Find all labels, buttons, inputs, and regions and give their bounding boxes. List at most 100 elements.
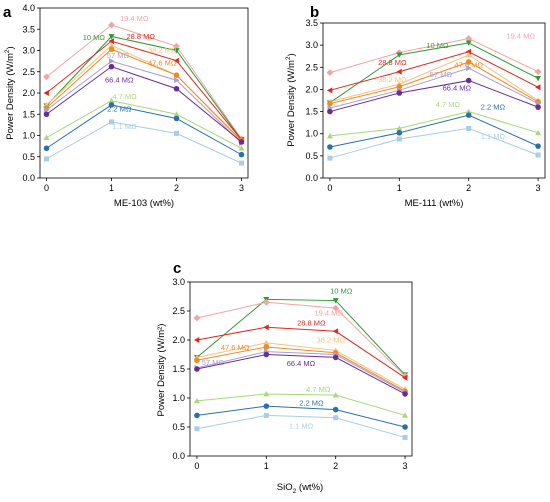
panel-b-y-tick-label: 3.5 bbox=[305, 18, 318, 28]
panel-a-series: 19.4 MΩ 10 MΩ 28.8 MΩ 38.2 MΩ 47.6 MΩ 57 MΩ 66… bbox=[43, 14, 245, 166]
panel-a-series-57mohm-point bbox=[109, 58, 115, 65]
panel-b-series-47_6mohm-label: 47.6 MΩ bbox=[454, 60, 483, 69]
panel-a-x-tick-label: 1 bbox=[109, 183, 114, 193]
panel-a-series-4_7mohm-point bbox=[173, 111, 180, 117]
panel-a-series-28_8mohm: 28.8 MΩ bbox=[43, 32, 244, 143]
panel-b-series-1_1mohm-label: 1.1 MΩ bbox=[481, 132, 506, 141]
panel-b-series-4_7mohm: 4.7 MΩ bbox=[326, 100, 542, 139]
panel-c-series-28_8mohm-point bbox=[332, 328, 339, 335]
panel-a-series-19_4mohm-label: 19.4 MΩ bbox=[120, 14, 149, 23]
panel-a-series-47_6mohm-label: 47.6 MΩ bbox=[148, 58, 177, 67]
panel-a-series-66_4mohm-point bbox=[173, 85, 180, 92]
panel-b-series-28_8mohm-point bbox=[535, 84, 541, 91]
panel-b-series-47_6mohm-point bbox=[465, 59, 472, 65]
panel-b-series-66_4mohm-label: 66.4 MΩ bbox=[443, 83, 472, 92]
panel-a-series-57mohm-label: 57 MΩ bbox=[107, 51, 130, 60]
panel-b-y-axis-title: Power Density (W/m2) bbox=[285, 53, 297, 146]
panel-a-series-47_6mohm: 47.6 MΩ bbox=[43, 46, 245, 144]
panel-b-series-10mohm-point bbox=[535, 75, 542, 82]
panel-c-series-47_6mohm-label: 47.6 MΩ bbox=[221, 343, 250, 352]
panel-a-series-10mohm-label: 10 MΩ bbox=[83, 33, 106, 42]
panel-c-series-19_4mohm-line bbox=[196, 301, 406, 377]
panel-b-series-47_6mohm-point bbox=[327, 100, 333, 107]
panel-a-y-tick-label: 3.0 bbox=[22, 46, 35, 56]
panel-c-series-57mohm-label: 57 MΩ bbox=[202, 358, 225, 367]
panel-a-series-57mohm-point bbox=[44, 107, 50, 113]
panel-a-series-66_4mohm-line bbox=[46, 66, 242, 143]
panel-c-y-tick-label: 3.0 bbox=[172, 277, 185, 287]
panel-c-series-2_2mohm-point bbox=[332, 406, 339, 413]
panel-c-series-4_7mohm-point bbox=[332, 392, 339, 398]
panel-a-series-10mohm: 10 MΩ bbox=[43, 33, 245, 143]
panel-b-series-1_1mohm-point bbox=[396, 136, 402, 142]
panel-c-series-4_7mohm-point bbox=[263, 390, 270, 397]
panel-a-series-2_2mohm-point bbox=[43, 145, 50, 152]
panel-a-y-tick-label: 2.0 bbox=[22, 88, 35, 98]
panel-b-x-tick-label: 1 bbox=[397, 183, 402, 193]
panel-c-series-1_1mohm-point bbox=[263, 412, 269, 418]
panel-b-series-57mohm-point bbox=[466, 65, 472, 72]
panel-b-series-47_6mohm-line bbox=[329, 61, 539, 105]
panel-c-series-4_7mohm-point bbox=[402, 412, 409, 418]
panel-b-series-4_7mohm-point bbox=[326, 132, 333, 139]
panel-b-series-19_4mohm-point bbox=[326, 69, 334, 76]
panel-b-series-2_2mohm-label: 2.2 MΩ bbox=[481, 102, 506, 111]
panel-b-series-10mohm-point bbox=[465, 40, 472, 46]
panel-c-x-axis-title: SiO2 (wt%) bbox=[277, 482, 323, 495]
panel-c-series-1_1mohm-point bbox=[402, 434, 408, 440]
panel-c-series-57mohm-line bbox=[196, 351, 406, 393]
panel-a-series-2_2mohm-line bbox=[46, 104, 242, 156]
panel-b-series-1_1mohm: 1.1 MΩ bbox=[327, 125, 541, 161]
panel-a-series-1_1mohm: 1.1 MΩ bbox=[44, 119, 244, 166]
panel-a-series-38_2mohm-point bbox=[108, 42, 115, 48]
panel-b-series-66_4mohm-point bbox=[327, 108, 333, 115]
panel-b-series-66_4mohm-point bbox=[535, 104, 541, 110]
panel-c-series-19_4mohm-point bbox=[193, 314, 201, 322]
panel-a-series-19_4mohm-line bbox=[46, 24, 242, 140]
panel-a-series-2_2mohm: 2.2 MΩ bbox=[43, 102, 245, 158]
panel-b-x-axis: 0 1 2 3 bbox=[327, 178, 541, 193]
panel-a-x-tick-label: 2 bbox=[174, 183, 179, 193]
panel-c-series-28_8mohm-point bbox=[193, 337, 200, 343]
panel-a-y-tick-label: 0.0 bbox=[22, 173, 35, 183]
panel-c-y-tick-label: 2.0 bbox=[172, 335, 185, 345]
panel-b-x-tick-label: 0 bbox=[327, 183, 332, 193]
panel-a-series-57mohm-line bbox=[46, 60, 242, 144]
panel-c-series-4_7mohm-label: 4.7 MΩ bbox=[306, 385, 331, 394]
panel-c-series-2_2mohm-point bbox=[263, 403, 270, 409]
panel-b-y-tick-label: 2.0 bbox=[305, 84, 318, 94]
panel-a-y-axis: 0.0 0.5 1.0 1.5 2.0 2.5 3.0 3.5 4.0 bbox=[22, 3, 40, 183]
panel-a-x-axis: 0 1 2 3 bbox=[44, 178, 244, 193]
panel-a-series-4_7mohm-point bbox=[238, 145, 245, 151]
panel-c-series-47_6mohm: 47.6 MΩ bbox=[194, 343, 408, 394]
panel-c-series-66_4mohm-point bbox=[194, 366, 200, 372]
panel-b-y-tick-label: 3.0 bbox=[305, 40, 318, 50]
panel-b-series-4_7mohm-label: 4.7 MΩ bbox=[436, 100, 461, 109]
panel-c-series-28_8mohm-line bbox=[196, 326, 406, 379]
panel-a-series-47_6mohm-line bbox=[46, 48, 242, 141]
panel-c-series-2_2mohm-point bbox=[402, 424, 408, 430]
panel-a-series-57mohm-point bbox=[174, 77, 180, 84]
panel-c-x-tick-label: 2 bbox=[333, 461, 338, 471]
panel-b-y-tick-label: 2.5 bbox=[305, 62, 318, 72]
panel-c-series-66_4mohm-point bbox=[332, 354, 339, 361]
panel-a-series-1_1mohm-point bbox=[109, 119, 114, 125]
panel-b-y-tick-label: 0.0 bbox=[305, 173, 318, 183]
panel-c-series-4_7mohm-line bbox=[196, 393, 406, 416]
panel-b-x-tick-label: 3 bbox=[536, 183, 541, 193]
panel-b-series-28_8mohm-point bbox=[465, 48, 472, 55]
panel-b-series-2_2mohm-line bbox=[329, 114, 539, 148]
panel-a-series-28_8mohm-point bbox=[173, 57, 179, 64]
panel-c-y-tick-label: 0.5 bbox=[172, 422, 185, 432]
panel-c-letter: c bbox=[173, 260, 181, 277]
panel-c-y-axis-title: Power Density (W/m²) bbox=[156, 324, 167, 417]
panel-b-series-2_2mohm-point bbox=[535, 143, 541, 149]
panel-b-series-28_8mohm-point bbox=[396, 68, 402, 75]
panel-b-series-19_4mohm-point bbox=[534, 68, 542, 76]
panel-a-series-10mohm-point bbox=[108, 34, 115, 40]
panel-c-y-axis: 0.0 0.5 1.0 1.5 2.0 2.5 3.0 bbox=[172, 277, 190, 461]
panel-a-series-47_6mohm-point bbox=[173, 72, 180, 78]
panel-a-y-tick-label: 2.5 bbox=[22, 67, 35, 77]
